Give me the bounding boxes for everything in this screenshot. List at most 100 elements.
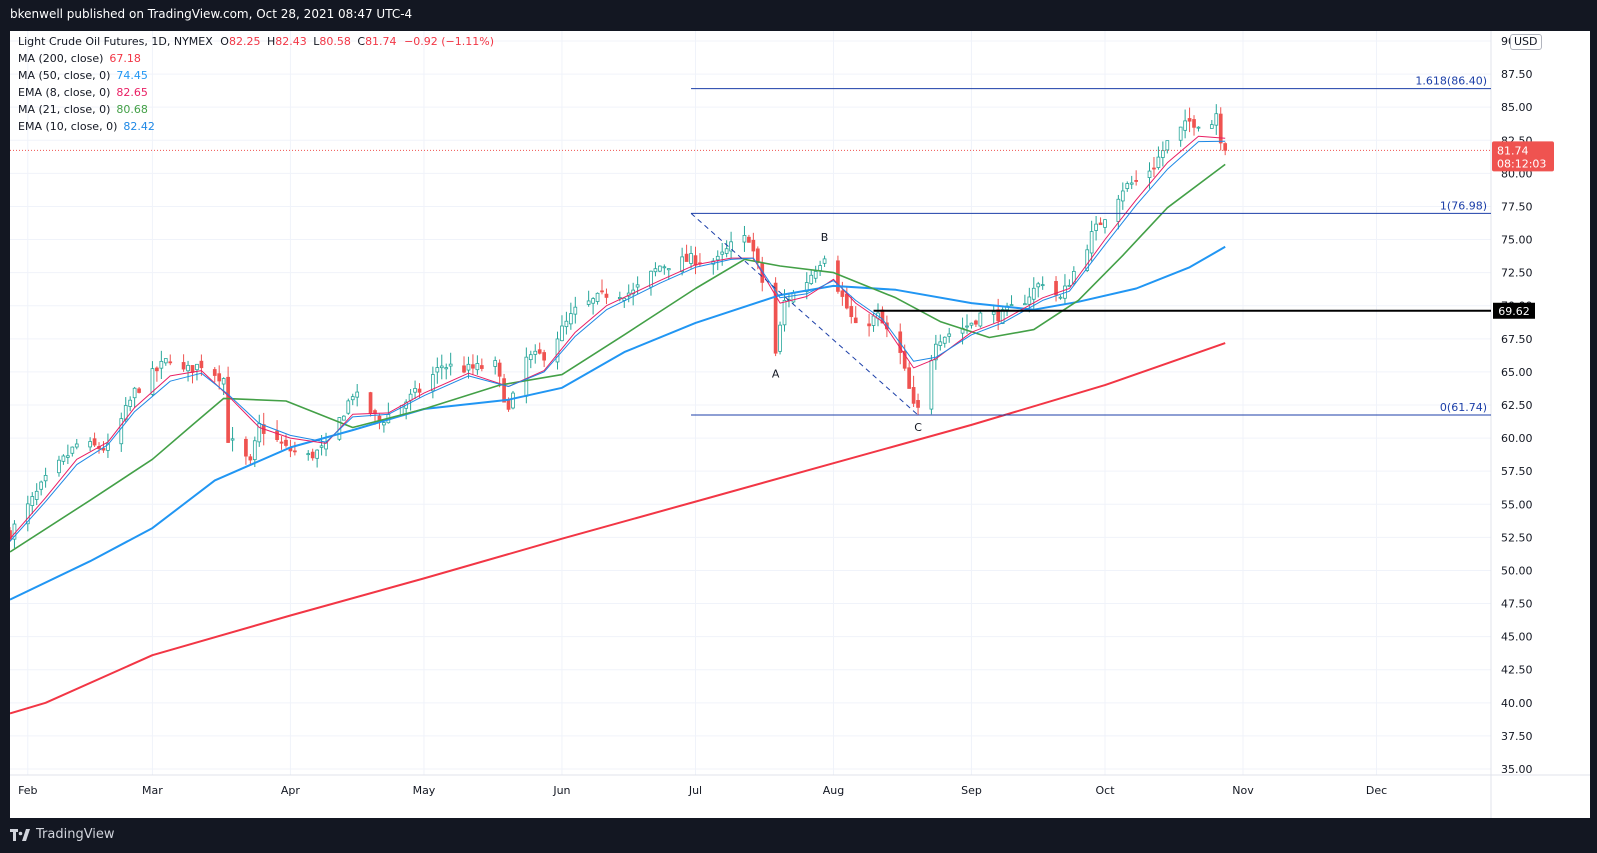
time-tick-label: Dec <box>1366 784 1387 797</box>
legend-indicator-row[interactable]: EMA (8, close, 0) 82.65 <box>18 84 494 101</box>
candle-down <box>537 349 542 354</box>
indicator-label: EMA (10, close, 0) <box>18 120 118 133</box>
candle-up <box>649 270 653 288</box>
candle-up <box>444 367 449 370</box>
candle-down <box>10 530 12 540</box>
candle-up <box>1165 140 1170 151</box>
currency-label[interactable]: USD <box>1510 34 1542 50</box>
candle-down <box>284 439 288 446</box>
candle-up <box>34 490 39 500</box>
candle-down <box>244 438 248 457</box>
symbol-title: Light Crude Oil Futures, 1D, NYMEX <box>18 35 213 48</box>
price-tick-label: 52.50 <box>1501 531 1533 544</box>
candle-up <box>573 306 578 315</box>
candle-up <box>466 363 471 371</box>
candle-up <box>448 363 453 367</box>
candle-up <box>57 459 61 474</box>
tradingview-logo[interactable]: TradingView <box>10 827 115 842</box>
chart-panel[interactable]: 35.00 37.50 40.00 42.50 45.00 47.50 50.00 52.50… <box>10 31 1590 818</box>
candle-up <box>1116 198 1121 222</box>
price-tick-label: 47.50 <box>1501 598 1533 611</box>
candle-up <box>355 391 360 398</box>
candle-up <box>653 268 658 273</box>
candle-up <box>186 364 190 372</box>
time-tick-label: May <box>413 784 436 797</box>
price-tick-label: 42.50 <box>1501 664 1533 677</box>
candle-up <box>969 322 974 326</box>
candle-up <box>163 358 168 364</box>
candle-up <box>689 253 693 264</box>
candle-down <box>502 378 506 403</box>
candle-down <box>853 317 858 324</box>
fib-level-label: 1(76.98) <box>1440 199 1487 212</box>
candle-down <box>199 360 204 369</box>
indicator-line <box>10 245 1226 601</box>
legend-indicator-row[interactable]: MA (50, close, 0) 74.45 <box>18 67 494 84</box>
candle-up <box>66 455 70 458</box>
candle-up <box>564 320 569 328</box>
candle-up <box>871 315 876 326</box>
candle-up <box>39 481 44 490</box>
candle-down <box>275 430 279 441</box>
candle-up <box>965 325 969 328</box>
legend-indicator-row[interactable]: MA (21, close, 0) 80.68 <box>18 101 494 118</box>
legend-indicator-row[interactable]: MA (200, close) 67.18 <box>18 50 494 67</box>
time-tick-label: Oct <box>1095 784 1115 797</box>
candle-down <box>417 388 422 393</box>
candle-down <box>168 361 173 364</box>
price-tick-label: 65.00 <box>1501 366 1533 379</box>
candle-up <box>431 374 435 392</box>
candle-up <box>1027 296 1032 305</box>
footer-bar: TradingView <box>0 818 1597 853</box>
horizontal-line-price-label: 69.62 <box>1498 305 1530 318</box>
candle-up <box>528 354 533 361</box>
ohlc-open-label: O <box>220 35 229 48</box>
candle-down <box>92 438 97 446</box>
candle-up <box>350 396 355 401</box>
legend-indicator-row[interactable]: EMA (10, close, 0) 82.42 <box>18 118 494 135</box>
candle-up <box>635 284 640 288</box>
time-tick-label: Nov <box>1232 784 1254 797</box>
time-tick-label: Mar <box>142 784 163 797</box>
candle-up <box>1209 124 1214 129</box>
candle-down <box>497 362 502 377</box>
pattern-point-label: B <box>821 231 829 244</box>
candle-up <box>818 265 822 271</box>
candle-up <box>1147 170 1152 178</box>
candle-up <box>1058 296 1063 299</box>
price-tick-label: 60.00 <box>1501 432 1533 445</box>
candle-up <box>1031 287 1036 300</box>
candle-down <box>1218 113 1223 144</box>
candle-up <box>555 338 560 363</box>
tradingview-logo-icon <box>10 828 30 841</box>
candle-up <box>934 343 938 361</box>
candle-down <box>217 373 222 382</box>
candle-down <box>1054 281 1058 296</box>
legend-symbol-row: Light Crude Oil Futures, 1D, NYMEX O82.2… <box>18 33 494 50</box>
candle-down <box>755 248 760 263</box>
fib-level-label: 0(61.74) <box>1440 401 1487 414</box>
candle-up <box>1129 182 1134 185</box>
candle-down <box>907 367 911 389</box>
candle-down <box>747 236 751 243</box>
price-tick-label: 75.00 <box>1501 234 1533 247</box>
candle-up <box>809 274 814 284</box>
candle-down <box>911 387 916 404</box>
candle-up <box>435 367 440 373</box>
price-tick-label: 72.50 <box>1501 267 1533 280</box>
candle-down <box>190 365 195 373</box>
time-tick-label: Sep <box>961 784 982 797</box>
candle-up <box>729 241 733 252</box>
candle-up <box>1089 231 1094 254</box>
candle-down <box>1223 143 1228 151</box>
candle-up <box>1103 219 1107 228</box>
candle-down <box>506 399 511 410</box>
price-chart[interactable]: 35.00 37.50 40.00 42.50 45.00 47.50 50.00 52.50… <box>10 31 1590 818</box>
indicator-value: 74.45 <box>116 69 148 82</box>
price-tick-label: 67.50 <box>1501 333 1533 346</box>
price-tick-label: 40.00 <box>1501 697 1533 710</box>
candle-up <box>1067 284 1072 287</box>
chart-legend: Light Crude Oil Futures, 1D, NYMEX O82.2… <box>18 33 494 135</box>
candle-down <box>101 448 106 451</box>
candle-down <box>902 350 907 369</box>
